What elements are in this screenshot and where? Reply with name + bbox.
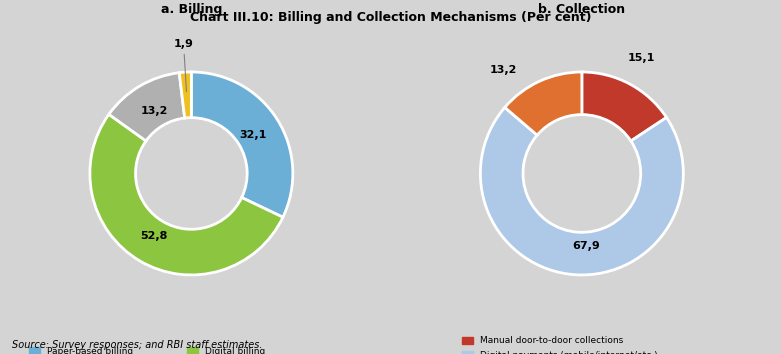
- Title: a. Billing: a. Billing: [161, 3, 222, 16]
- Wedge shape: [180, 72, 191, 118]
- Text: 13,2: 13,2: [141, 105, 168, 115]
- Text: 15,1: 15,1: [627, 53, 654, 63]
- Text: Chart III.10: Billing and Collection Mechanisms (Per cent): Chart III.10: Billing and Collection Mec…: [190, 11, 591, 24]
- Wedge shape: [582, 72, 666, 141]
- Text: 52,8: 52,8: [141, 232, 168, 241]
- Text: 1,9: 1,9: [173, 39, 194, 92]
- Text: 32,1: 32,1: [240, 130, 267, 139]
- Legend: Paper-based billing, Both paper and digital billing, Digital billing, Others (As: Paper-based billing, Both paper and digi…: [26, 343, 357, 354]
- Text: 67,9: 67,9: [572, 241, 600, 251]
- Wedge shape: [109, 73, 184, 141]
- Wedge shape: [191, 72, 293, 217]
- Wedge shape: [480, 107, 683, 275]
- Legend: Manual door-to-door collections, Digital payments (mobile/internet/etc.), Both d: Manual door-to-door collections, Digital…: [458, 333, 705, 354]
- Title: b. Collection: b. Collection: [538, 3, 626, 16]
- Text: 13,2: 13,2: [489, 65, 516, 75]
- Wedge shape: [505, 72, 582, 135]
- Text: Source: Survey responses; and RBI staff estimates.: Source: Survey responses; and RBI staff …: [12, 341, 262, 350]
- Wedge shape: [90, 114, 283, 275]
